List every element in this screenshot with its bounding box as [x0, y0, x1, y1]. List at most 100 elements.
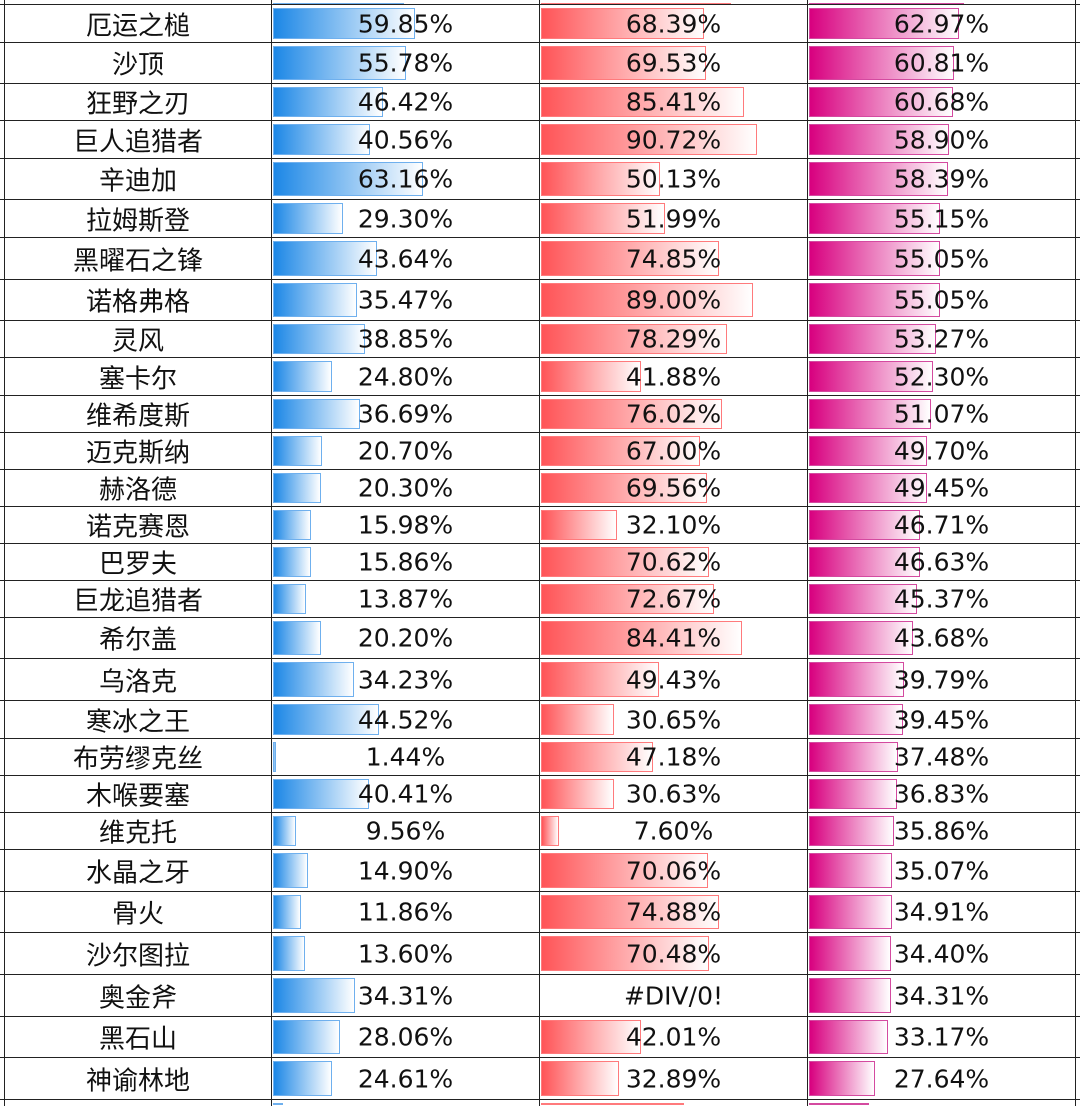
name-cell[interactable]: 黑石山: [4, 1017, 272, 1057]
name-cell[interactable]: 神谕林地: [4, 1058, 272, 1099]
value-cell-a[interactable]: 20.70%: [272, 433, 540, 469]
name-cell[interactable]: 塞卡尔: [4, 358, 272, 395]
name-cell[interactable]: 巨人追猎者: [4, 121, 272, 158]
name-cell[interactable]: 厄运之槌: [4, 5, 272, 42]
value-cell-c[interactable]: 55.05%: [808, 280, 1076, 320]
name-cell[interactable]: 水晶之牙: [4, 850, 272, 891]
value-cell-c[interactable]: 46.71%: [808, 507, 1076, 543]
value-cell-a[interactable]: 14.90%: [272, 850, 540, 891]
value-cell-b[interactable]: 70.62%: [540, 544, 808, 580]
value-cell-a[interactable]: 28.06%: [272, 1017, 540, 1057]
value-cell-a[interactable]: 38.85%: [272, 321, 540, 357]
value-cell-c[interactable]: 60.81%: [808, 43, 1076, 83]
value-cell-c[interactable]: 55.15%: [808, 200, 1076, 237]
value-cell-c[interactable]: 34.31%: [808, 975, 1076, 1016]
value-cell-b[interactable]: 74.88%: [540, 892, 808, 932]
value-cell-a[interactable]: 46.42%: [272, 84, 540, 120]
value-cell-b[interactable]: 32.10%: [540, 507, 808, 543]
value-cell-b[interactable]: 41.88%: [540, 358, 808, 395]
value-cell-a[interactable]: 20.30%: [272, 470, 540, 506]
value-cell-c[interactable]: 60.68%: [808, 84, 1076, 120]
name-cell[interactable]: 巨龙追猎者: [4, 581, 272, 617]
value-cell-c[interactable]: 35.86%: [808, 813, 1076, 849]
value-cell-a[interactable]: 20.20%: [272, 618, 540, 658]
name-cell[interactable]: 骨火: [4, 892, 272, 932]
value-cell-c[interactable]: 37.48%: [808, 739, 1076, 775]
name-cell[interactable]: 赫洛德: [4, 470, 272, 506]
name-cell[interactable]: 希尔盖: [4, 618, 272, 658]
value-cell-a[interactable]: 15.86%: [272, 544, 540, 580]
value-cell-a[interactable]: 40.41%: [272, 776, 540, 812]
value-cell-c[interactable]: 33.17%: [808, 1017, 1076, 1057]
value-cell-b[interactable]: 70.06%: [540, 850, 808, 891]
value-cell[interactable]: [808, 0, 1076, 4]
name-cell[interactable]: 布劳缪克丝: [4, 739, 272, 775]
value-cell-b[interactable]: 69.56%: [540, 470, 808, 506]
value-cell-a[interactable]: 59.85%: [272, 5, 540, 42]
value-cell-a[interactable]: 43.64%: [272, 238, 540, 279]
value-cell-c[interactable]: 27.64%: [808, 1058, 1076, 1099]
value-cell-b[interactable]: 42.01%: [540, 1017, 808, 1057]
value-cell-c[interactable]: 49.45%: [808, 470, 1076, 506]
value-cell-b[interactable]: #DIV/0!: [540, 975, 808, 1016]
value-cell-c[interactable]: 55.05%: [808, 238, 1076, 279]
value-cell-c[interactable]: 39.79%: [808, 659, 1076, 700]
value-cell-b[interactable]: 68.39%: [540, 5, 808, 42]
value-cell-a[interactable]: 34.23%: [272, 659, 540, 700]
value-cell[interactable]: [272, 0, 540, 4]
value-cell-c[interactable]: 52.30%: [808, 358, 1076, 395]
value-cell-b[interactable]: 67.00%: [540, 433, 808, 469]
value-cell-a[interactable]: 24.80%: [272, 358, 540, 395]
value-cell[interactable]: [272, 1100, 540, 1106]
value-cell-b[interactable]: 74.85%: [540, 238, 808, 279]
value-cell-a[interactable]: 9.56%: [272, 813, 540, 849]
value-cell-b[interactable]: 78.29%: [540, 321, 808, 357]
name-cell[interactable]: [4, 0, 272, 4]
value-cell-c[interactable]: 49.70%: [808, 433, 1076, 469]
value-cell-a[interactable]: 1.44%: [272, 739, 540, 775]
value-cell-c[interactable]: 39.45%: [808, 701, 1076, 738]
value-cell-b[interactable]: 7.60%: [540, 813, 808, 849]
value-cell-b[interactable]: 89.00%: [540, 280, 808, 320]
value-cell-c[interactable]: 51.07%: [808, 396, 1076, 432]
value-cell-b[interactable]: 76.02%: [540, 396, 808, 432]
name-cell[interactable]: 狂野之刃: [4, 84, 272, 120]
value-cell-a[interactable]: 55.78%: [272, 43, 540, 83]
value-cell-b[interactable]: 85.41%: [540, 84, 808, 120]
name-cell[interactable]: 奥金斧: [4, 975, 272, 1016]
value-cell-c[interactable]: 46.63%: [808, 544, 1076, 580]
value-cell-c[interactable]: 34.40%: [808, 933, 1076, 974]
value-cell-b[interactable]: 84.41%: [540, 618, 808, 658]
name-cell[interactable]: 灵风: [4, 321, 272, 357]
value-cell-c[interactable]: 36.83%: [808, 776, 1076, 812]
value-cell-a[interactable]: 35.47%: [272, 280, 540, 320]
value-cell[interactable]: [540, 1100, 808, 1106]
value-cell-b[interactable]: 69.53%: [540, 43, 808, 83]
name-cell[interactable]: 诺格弗格: [4, 280, 272, 320]
name-cell[interactable]: 巴罗夫: [4, 544, 272, 580]
name-cell[interactable]: 辛迪加: [4, 159, 272, 199]
value-cell[interactable]: [540, 0, 808, 4]
value-cell-a[interactable]: 44.52%: [272, 701, 540, 738]
value-cell-a[interactable]: 24.61%: [272, 1058, 540, 1099]
value-cell-c[interactable]: 45.37%: [808, 581, 1076, 617]
value-cell-a[interactable]: 34.31%: [272, 975, 540, 1016]
name-cell[interactable]: 拉姆斯登: [4, 200, 272, 237]
name-cell[interactable]: [4, 1100, 272, 1106]
value-cell-a[interactable]: 40.56%: [272, 121, 540, 158]
name-cell[interactable]: 黑曜石之锋: [4, 238, 272, 279]
value-cell-c[interactable]: 43.68%: [808, 618, 1076, 658]
value-cell-a[interactable]: 13.87%: [272, 581, 540, 617]
value-cell-b[interactable]: 30.63%: [540, 776, 808, 812]
name-cell[interactable]: 沙尔图拉: [4, 933, 272, 974]
value-cell-b[interactable]: 32.89%: [540, 1058, 808, 1099]
name-cell[interactable]: 木喉要塞: [4, 776, 272, 812]
value-cell-c[interactable]: 62.97%: [808, 5, 1076, 42]
value-cell-b[interactable]: 50.13%: [540, 159, 808, 199]
value-cell-b[interactable]: 30.65%: [540, 701, 808, 738]
value-cell-b[interactable]: 49.43%: [540, 659, 808, 700]
value-cell-a[interactable]: 11.86%: [272, 892, 540, 932]
value-cell-b[interactable]: 47.18%: [540, 739, 808, 775]
name-cell[interactable]: 维克托: [4, 813, 272, 849]
value-cell-c[interactable]: 58.39%: [808, 159, 1076, 199]
